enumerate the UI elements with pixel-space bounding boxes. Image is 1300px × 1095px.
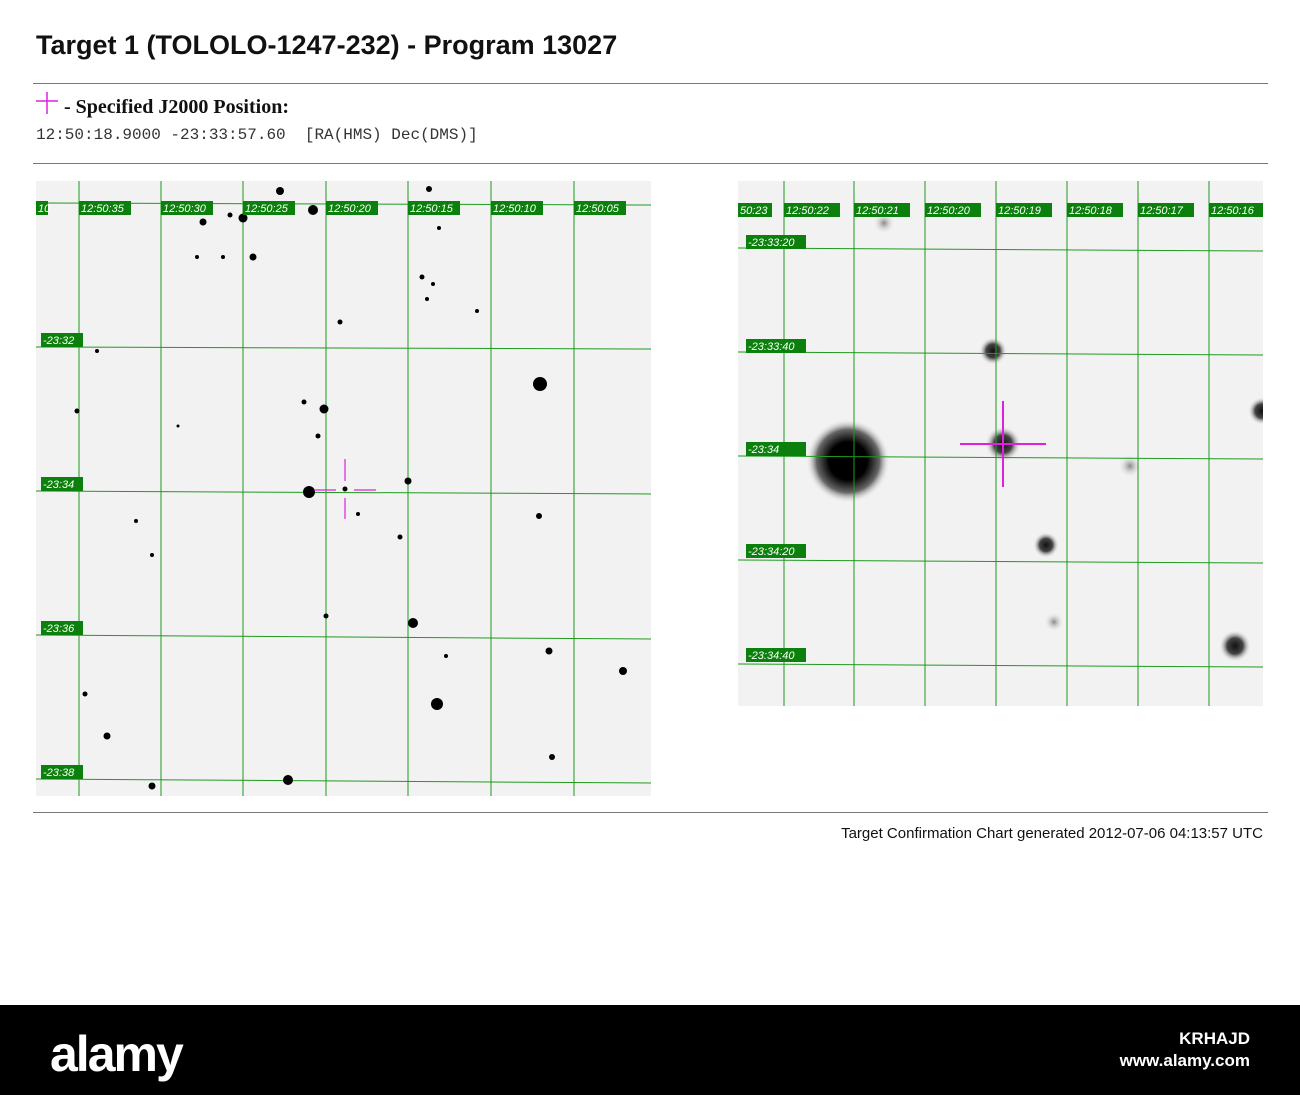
wide-ra-label: 12:50:20 <box>326 201 378 215</box>
zoom-ra-label: 12:50:21 <box>854 203 910 217</box>
wide-field-image: 10 12:50:35 12:50:30 12:50:25 12:50:20 12:50:… <box>36 181 651 796</box>
svg-text:50:23: 50:23 <box>740 205 768 217</box>
zoom-dec-label: -23:34:40 <box>746 648 806 662</box>
zoom-ra-label: 12:50:18 <box>1067 203 1123 217</box>
magenta-crosshair-icon <box>36 92 58 114</box>
page-title: Target 1 (TOLOLO-1247-232) - Program 130… <box>36 30 618 60</box>
svg-text:12:50:17: 12:50:17 <box>1140 205 1184 217</box>
zoom-dec-label: -23:34 <box>746 442 806 456</box>
svg-text:-23:33:40: -23:33:40 <box>748 341 795 353</box>
watermark-url: www.alamy.com <box>1119 1051 1250 1070</box>
svg-text:-23:33:20: -23:33:20 <box>748 237 795 249</box>
wide-ra-label: 12:50:15 <box>408 201 460 215</box>
bottom-divider <box>33 812 1268 813</box>
generation-timestamp: Target Confirmation Chart generated 2012… <box>841 825 1263 842</box>
wide-ra-label: 12:50:30 <box>161 201 213 215</box>
wide-stars <box>74 186 627 790</box>
zoom-ra-label: 50:23 <box>738 203 772 217</box>
wide-ra-label: 10 <box>36 201 51 215</box>
j2000-coordinates: 12:50:18.9000 -23:33:57.60 [RA(HMS) Dec(… <box>36 126 478 144</box>
wide-target-crosshair-icon <box>314 459 376 519</box>
zoom-ra-label: 12:50:16 <box>1209 203 1263 217</box>
wide-ra-label: 12:50:05 <box>574 201 626 215</box>
zoom-dec-label: -23:33:40 <box>746 339 806 353</box>
wide-ra-label: 12:50:25 <box>243 201 295 215</box>
wide-dec-label: -23:32 <box>41 333 83 347</box>
wide-dec-label: -23:34 <box>41 477 83 491</box>
svg-text:12:50:35: 12:50:35 <box>81 203 125 215</box>
svg-text:-23:34:20: -23:34:20 <box>748 546 795 558</box>
svg-text:12:50:15: 12:50:15 <box>410 203 454 215</box>
svg-text:12:50:20: 12:50:20 <box>927 205 971 217</box>
zoom-target-crosshair-icon <box>960 401 1046 487</box>
specified-position-label: - Specified J2000 Position: <box>64 96 289 118</box>
zoom-dec-label: -23:33:20 <box>746 235 806 249</box>
svg-text:12:50:25: 12:50:25 <box>245 203 289 215</box>
top-divider <box>33 83 1268 84</box>
zoom-ra-label: 12:50:20 <box>925 203 981 217</box>
wide-dec-label: -23:38 <box>41 765 83 779</box>
svg-text:12:50:18: 12:50:18 <box>1069 205 1113 217</box>
svg-text:12:50:10: 12:50:10 <box>493 203 537 215</box>
wide-dec-label: -23:36 <box>41 621 83 635</box>
zoom-dec-labels: -23:33:20 -23:33:40 -23:34 -23:34:20 -23:34:… <box>746 235 806 662</box>
zoom-image: 50:23 12:50:22 12:50:21 12:50:20 12:50:19 12:… <box>738 181 1263 706</box>
wide-field-chart: 10 12:50:35 12:50:30 12:50:25 12:50:20 12:50:… <box>36 181 651 796</box>
svg-text:-23:36: -23:36 <box>43 623 75 635</box>
svg-text:12:50:22: 12:50:22 <box>786 205 829 217</box>
svg-text:-23:32: -23:32 <box>43 335 74 347</box>
svg-text:12:50:19: 12:50:19 <box>998 205 1041 217</box>
svg-text:-23:34: -23:34 <box>43 479 74 491</box>
zoom-grid <box>738 181 1263 706</box>
wide-ra-label: 12:50:10 <box>491 201 543 215</box>
zoom-ra-label: 12:50:17 <box>1138 203 1194 217</box>
svg-text:12:50:21: 12:50:21 <box>856 205 899 217</box>
svg-text:-23:38: -23:38 <box>43 767 75 779</box>
wide-dec-labels: -23:32 -23:34 -23:36 -23:38 <box>41 333 83 779</box>
wide-grid <box>36 181 651 796</box>
watermark-bar: alamy KRHAJD www.alamy.com <box>0 1005 1300 1095</box>
wide-ra-labels: 10 12:50:35 12:50:30 12:50:25 12:50:20 12:50:… <box>36 201 626 215</box>
svg-text:12:50:05: 12:50:05 <box>576 203 620 215</box>
svg-text:10: 10 <box>38 203 51 215</box>
svg-text:12:50:30: 12:50:30 <box>163 203 207 215</box>
svg-text:-23:34:40: -23:34:40 <box>748 650 795 662</box>
zoom-ra-label: 12:50:19 <box>996 203 1052 217</box>
svg-text:12:50:20: 12:50:20 <box>328 203 372 215</box>
zoom-chart: 50:23 12:50:22 12:50:21 12:50:20 12:50:19 12:… <box>738 181 1263 706</box>
zoom-dec-label: -23:34:20 <box>746 544 806 558</box>
image-id: KRHAJD <box>1179 1029 1250 1048</box>
middle-divider <box>33 163 1268 164</box>
alamy-logo: alamy <box>50 1026 184 1082</box>
zoom-ra-label: 12:50:22 <box>784 203 840 217</box>
wide-ra-label: 12:50:35 <box>79 201 131 215</box>
svg-text:12:50:16: 12:50:16 <box>1211 205 1255 217</box>
zoom-ra-labels: 50:23 12:50:22 12:50:21 12:50:20 12:50:19 12:… <box>738 203 1263 217</box>
svg-text:-23:34: -23:34 <box>748 444 779 456</box>
